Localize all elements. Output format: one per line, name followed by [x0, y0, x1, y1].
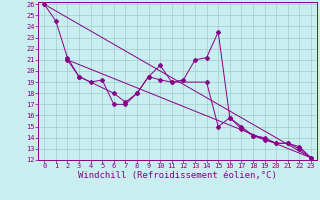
X-axis label: Windchill (Refroidissement éolien,°C): Windchill (Refroidissement éolien,°C)	[78, 171, 277, 180]
